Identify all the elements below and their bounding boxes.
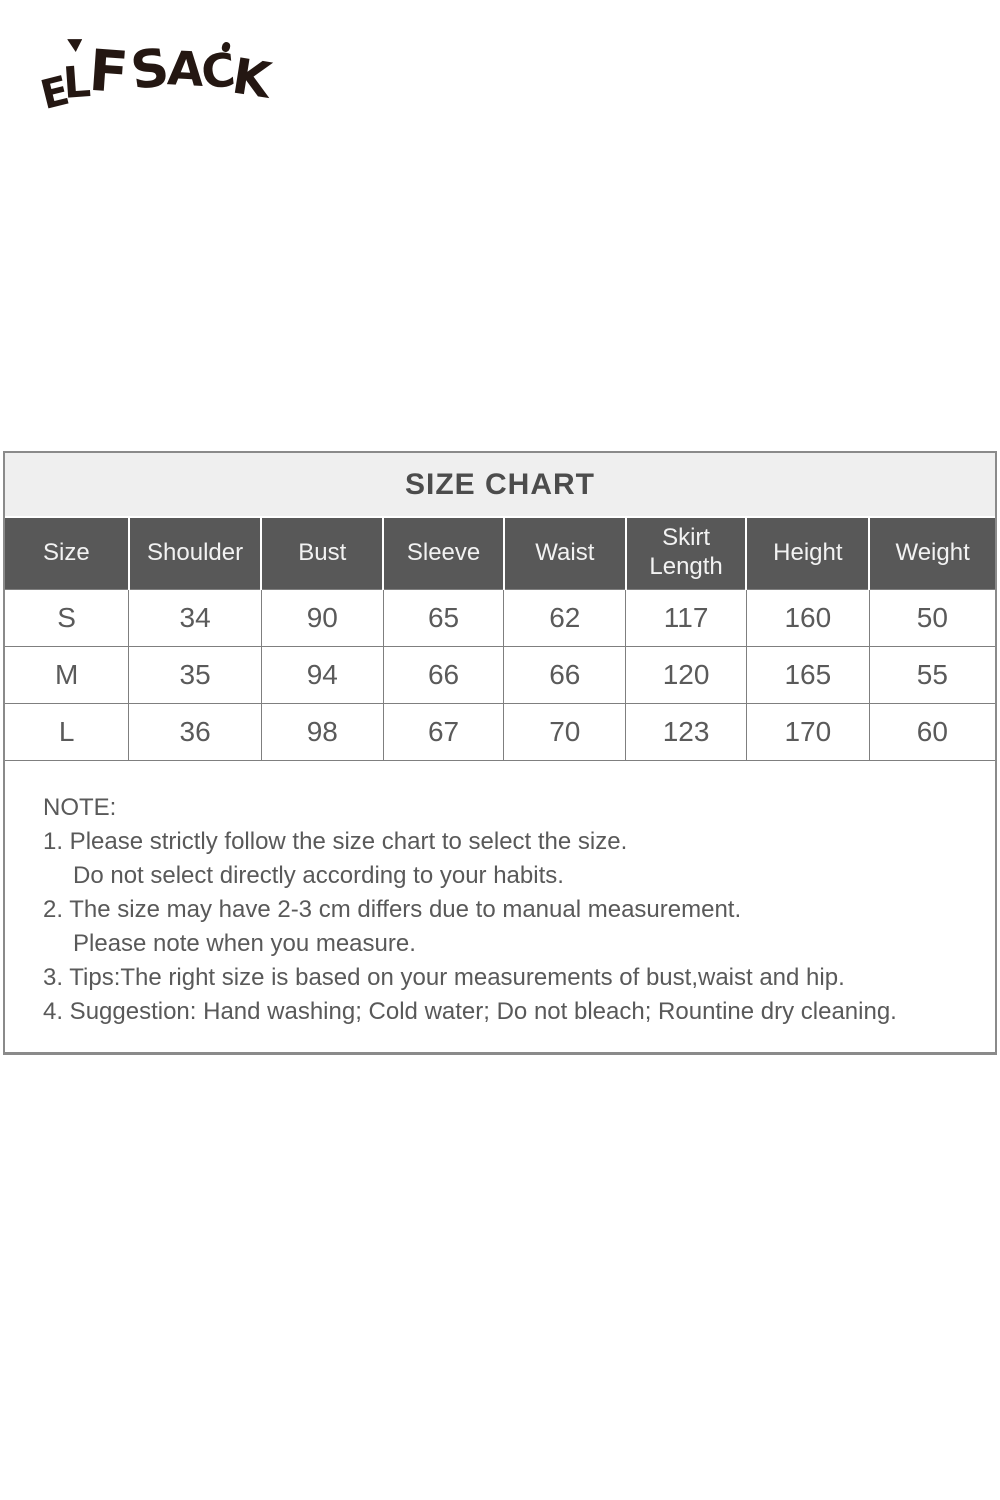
table-cell: 35 <box>128 645 262 704</box>
table-cell: 55 <box>868 645 995 704</box>
column-header-sleeve: Sleeve <box>382 516 504 590</box>
table-cell: M <box>5 645 130 704</box>
note-line: Please note when you measure. <box>73 929 416 957</box>
table-cell: 123 <box>625 702 747 761</box>
table-cell: 160 <box>745 588 870 647</box>
table-cell: 65 <box>382 588 505 647</box>
table-cell: 94 <box>260 645 384 704</box>
column-header-shoulder: Shoulder <box>127 516 262 590</box>
table-cell: 60 <box>868 702 995 761</box>
note-heading: NOTE: <box>43 793 117 821</box>
table-row-s: S 34 90 65 62 117 160 50 <box>5 588 995 647</box>
table-cell: 36 <box>128 702 262 761</box>
table-cell: 50 <box>868 588 995 647</box>
column-header-weight: Weight <box>868 516 995 590</box>
notes-section: NOTE: 1. Please strictly follow the size… <box>5 761 995 1052</box>
column-header-bust: Bust <box>260 516 384 590</box>
note-line: 3. Tips:The right size is based on your … <box>43 963 845 991</box>
table-cell: 66 <box>382 645 505 704</box>
table-row-m: M 35 94 66 66 120 165 55 <box>5 645 995 704</box>
table-cell: 98 <box>260 702 384 761</box>
brand-logo-text: ELFSACK <box>36 37 274 119</box>
table-cell: 70 <box>503 702 627 761</box>
column-header-skirt-length: Skirt Length <box>624 516 747 590</box>
column-header-size: Size <box>5 516 129 590</box>
table-row-l: L 36 98 67 70 123 170 60 <box>5 702 995 761</box>
table-cell: 165 <box>745 645 870 704</box>
logo-accent-mark <box>67 37 84 53</box>
note-line: 4. Suggestion: Hand washing; Cold water;… <box>43 997 897 1025</box>
size-chart-box: SIZE CHART Size Shoulder Bust Sleeve Wai… <box>3 451 997 1055</box>
table-cell: 117 <box>625 588 747 647</box>
table-cell: 62 <box>503 588 627 647</box>
size-chart-title: SIZE CHART <box>5 453 995 516</box>
brand-logo: ELFSACK <box>36 46 273 130</box>
table-cell: 34 <box>128 588 262 647</box>
table-cell: L <box>5 702 130 761</box>
note-line: Do not select directly according to your… <box>73 861 564 889</box>
table-cell: 120 <box>625 645 747 704</box>
table-cell: 67 <box>382 702 505 761</box>
column-header-height: Height <box>745 516 870 590</box>
note-line: 2. The size may have 2-3 cm differs due … <box>43 895 742 923</box>
size-table: Size Shoulder Bust Sleeve Waist Skirt Le… <box>5 516 995 761</box>
table-cell: 66 <box>503 645 627 704</box>
table-cell: 90 <box>260 588 384 647</box>
header-row: Size Shoulder Bust Sleeve Waist Skirt Le… <box>5 516 995 590</box>
table-cell: 170 <box>745 702 870 761</box>
table-cell: S <box>5 588 130 647</box>
note-line: 1. Please strictly follow the size chart… <box>43 827 628 855</box>
column-header-waist: Waist <box>502 516 626 590</box>
